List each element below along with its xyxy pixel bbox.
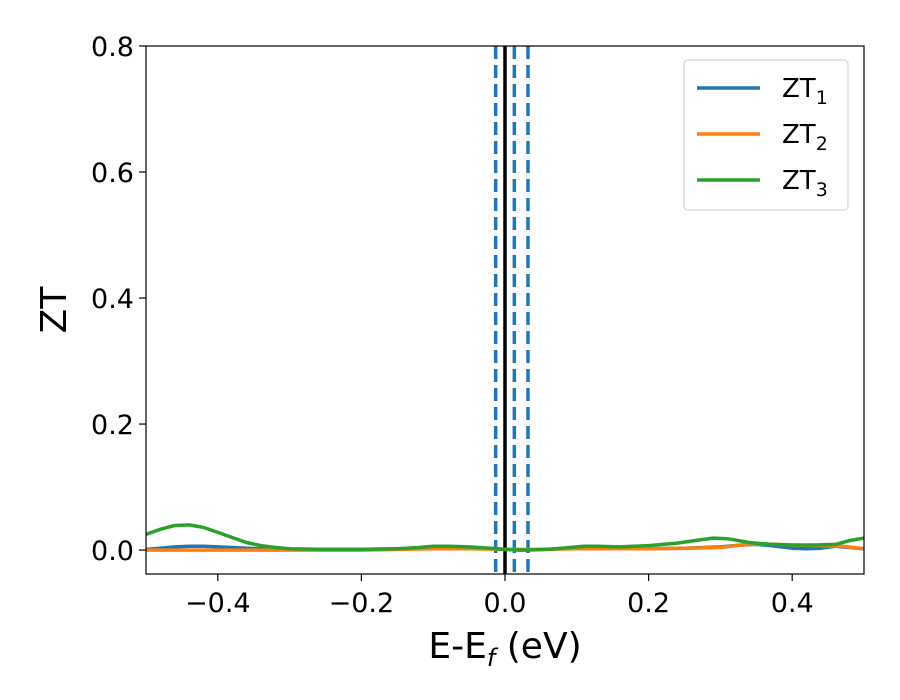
y-tick-label: 0.0 xyxy=(91,536,134,567)
y-tick-label: 0.8 xyxy=(91,32,134,63)
series-line-zt3 xyxy=(146,523,864,552)
x-tick-label: −0.4 xyxy=(185,588,251,619)
y-tick-label: 0.6 xyxy=(91,158,134,189)
y-axis-ticks: 0.0 0.2 0.4 0.6 0.8 xyxy=(91,32,146,567)
y-axis-label: ZT xyxy=(34,286,75,334)
legend: ZT1 ZT2 ZT3 xyxy=(683,59,849,211)
x-axis-label-suffix: (eV) xyxy=(495,626,581,667)
x-axis-ticks: −0.4 −0.2 0.0 0.2 0.4 xyxy=(185,574,814,619)
x-axis-label-main: E-E xyxy=(428,626,486,667)
x-axis-label: E-Ef (eV) xyxy=(428,626,581,672)
x-tick-label: −0.2 xyxy=(329,588,395,619)
x-tick-label: 0.4 xyxy=(771,588,814,619)
x-tick-label: 0.2 xyxy=(627,588,670,619)
legend-label-zt3: ZT3 xyxy=(782,166,828,201)
legend-box xyxy=(683,59,849,211)
y-tick-label: 0.4 xyxy=(91,284,134,315)
series-lines xyxy=(146,523,864,552)
legend-label-zt2: ZT2 xyxy=(782,120,828,155)
reference-lines xyxy=(493,46,530,574)
x-tick-label: 0.0 xyxy=(484,588,527,619)
legend-label-zt1: ZT1 xyxy=(782,74,828,109)
y-tick-label: 0.2 xyxy=(91,410,134,441)
